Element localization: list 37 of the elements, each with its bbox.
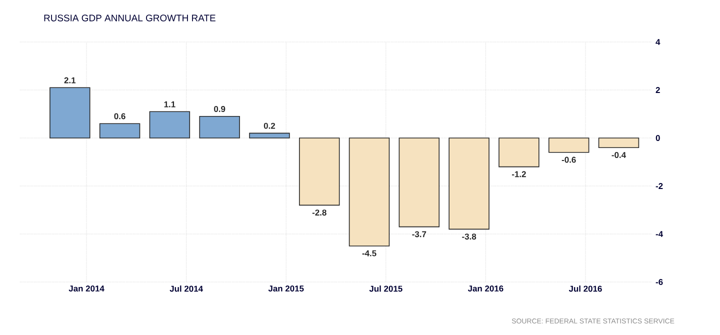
data-label: -1.2 (512, 171, 526, 178)
data-label: -3.8 (462, 234, 476, 240)
data-label: 0.2 (264, 122, 276, 129)
bar (199, 116, 240, 138)
x-tick-label: Jan 2015 (268, 286, 304, 292)
bar (598, 138, 640, 148)
data-label: -4.5 (362, 250, 376, 256)
bar (448, 138, 490, 230)
bar (348, 138, 390, 246)
data-label: -0.6 (562, 156, 576, 163)
y-tick-label: 2 (656, 87, 660, 93)
data-label: -0.4 (612, 152, 626, 158)
bar (299, 138, 340, 206)
bar (398, 138, 440, 228)
data-label: 2.1 (64, 77, 76, 84)
data-label: 1.1 (164, 101, 176, 108)
data-label: -3.7 (412, 231, 426, 238)
bar (99, 123, 140, 138)
x-tick-label: Jul 2016 (568, 286, 602, 292)
bar (149, 111, 190, 138)
y-tick-label: -2 (656, 183, 663, 189)
data-label: 0.6 (114, 113, 126, 120)
data-label: -2.8 (312, 210, 326, 216)
data-label: 0.9 (214, 106, 226, 112)
y-tick-label: 0 (656, 135, 660, 141)
bar (249, 132, 290, 138)
chart-title: RUSSIA GDP ANNUAL GROWTH RATE (44, 14, 216, 22)
x-tick-label: Jan 2016 (468, 286, 504, 292)
x-tick-label: Jan 2014 (68, 286, 104, 292)
bar (548, 138, 590, 153)
y-tick-label: 4 (656, 39, 660, 45)
bar (50, 87, 90, 138)
bar (498, 138, 540, 168)
y-tick-label: -4 (656, 231, 664, 237)
y-tick-label: -6 (656, 279, 663, 285)
x-tick-label: Jul 2015 (369, 286, 402, 292)
x-tick-label: Jul 2014 (170, 286, 203, 292)
